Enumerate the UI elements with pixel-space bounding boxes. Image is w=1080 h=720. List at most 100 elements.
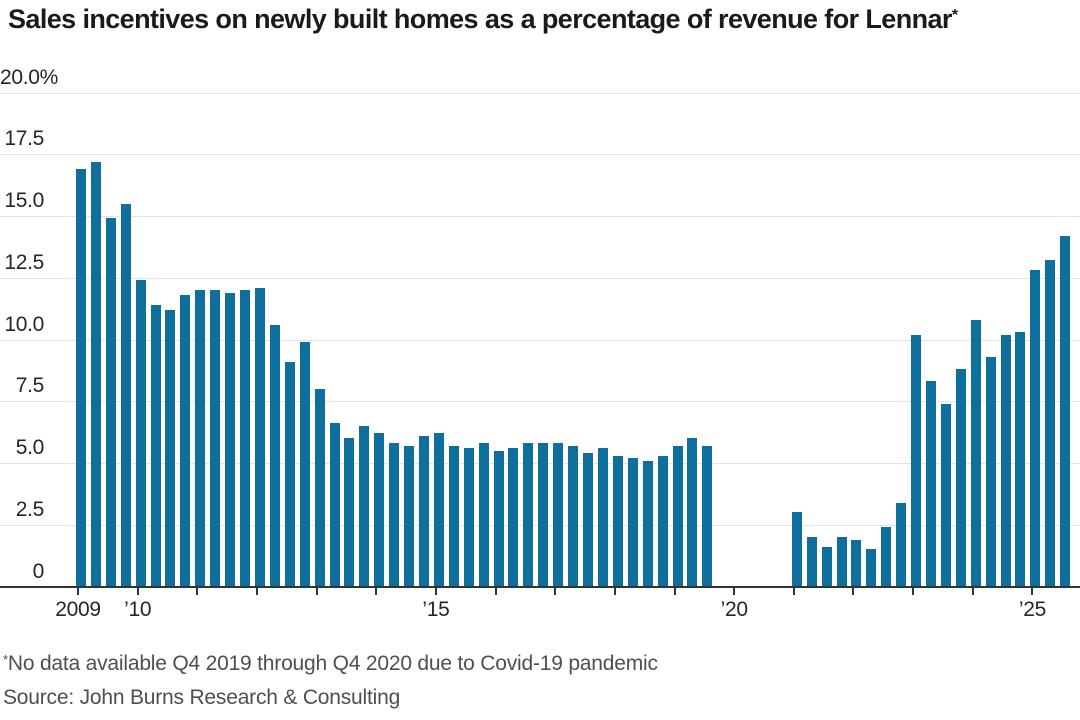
bar-2015-q4[interactable]: [478, 443, 489, 587]
bar-2010-q2[interactable]: [150, 304, 161, 587]
y-axis-label-7.5: 7.5: [15, 374, 45, 398]
x-axis-tick-2013: [315, 588, 318, 595]
bar-2014-q2[interactable]: [389, 443, 400, 587]
bar-2014-q3[interactable]: [404, 445, 415, 587]
bar-2021-q2[interactable]: [806, 537, 817, 587]
bar-2022-q2[interactable]: [866, 549, 877, 587]
bar-2010-q1[interactable]: [135, 280, 146, 587]
bar-2017-q4[interactable]: [597, 448, 608, 587]
bar-2019-q1[interactable]: [672, 445, 683, 587]
bar-2025-q2[interactable]: [1045, 260, 1056, 587]
bar-2018-q4[interactable]: [657, 455, 668, 587]
gridline-7.5: [0, 401, 1080, 403]
bar-2021-q4[interactable]: [836, 537, 847, 587]
bar-2011-q3[interactable]: [225, 292, 236, 587]
bar-2011-q1[interactable]: [195, 290, 206, 587]
bar-2011-q2[interactable]: [210, 290, 221, 587]
y-axis-label-5.0: 5.0: [15, 436, 45, 459]
bar-2024-q3[interactable]: [1000, 334, 1011, 587]
bar-2017-q2[interactable]: [568, 445, 579, 587]
x-axis-tick-2016: [494, 588, 497, 595]
chart-title: Sales incentives on newly built homes as…: [8, 4, 958, 35]
bar-2013-q2[interactable]: [329, 423, 340, 587]
bar-2012-q4[interactable]: [299, 341, 310, 587]
x-axis-tick-2017: [554, 588, 557, 595]
x-axis-tick-2025: [1031, 588, 1034, 595]
bar-2012-q1[interactable]: [254, 287, 265, 587]
x-axis-tick-2021: [792, 588, 795, 595]
bar-2022-q1[interactable]: [851, 539, 862, 587]
bar-2015-q2[interactable]: [448, 445, 459, 587]
bar-2024-q1[interactable]: [970, 319, 981, 587]
x-axis-label-2020: ’20: [720, 598, 748, 621]
bar-2016-q1[interactable]: [493, 450, 504, 587]
bar-2022-q3[interactable]: [881, 527, 892, 587]
bar-2024-q4[interactable]: [1015, 332, 1026, 587]
x-axis-tick-2015: [434, 588, 437, 595]
x-axis-label-2010: ’10: [124, 598, 152, 621]
chart-title-text: Sales incentives on newly built homes as…: [8, 4, 952, 34]
bar-2016-q3[interactable]: [523, 443, 534, 587]
x-axis-label-2009: 2009: [55, 598, 101, 621]
bar-2009-q1[interactable]: [76, 169, 86, 587]
bar-2013-q1[interactable]: [314, 388, 325, 587]
bar-2023-q4[interactable]: [955, 369, 966, 587]
footnote-asterisk-marker: *: [3, 652, 8, 667]
bar-2010-q4[interactable]: [180, 295, 191, 587]
bar-2019-q2[interactable]: [687, 438, 698, 587]
x-axis-tick-2011: [196, 588, 199, 595]
bar-2023-q2[interactable]: [926, 381, 936, 587]
bar-2016-q4[interactable]: [538, 443, 549, 587]
bar-2018-q2[interactable]: [627, 458, 638, 587]
x-axis-tick-2010: [136, 588, 139, 595]
y-axis-label-10.0: 10.0: [4, 312, 44, 336]
bar-2009-q2[interactable]: [90, 161, 101, 587]
bar-2023-q3[interactable]: [940, 403, 951, 587]
bar-2018-q1[interactable]: [612, 455, 623, 587]
bar-2017-q3[interactable]: [583, 453, 594, 587]
x-axis-tick-2020: [733, 588, 736, 595]
bar-2025-q3[interactable]: [1060, 235, 1071, 587]
x-axis-tick-2024: [971, 588, 974, 595]
x-axis-label-2015: ’15: [422, 598, 450, 621]
source-line: Source: John Burns Research & Consulting: [3, 686, 401, 709]
title-asterisk: *: [951, 7, 959, 24]
x-axis-label-2025: ’25: [1018, 598, 1046, 621]
gridline-10.0: [0, 339, 1080, 341]
y-axis-label-0: 0: [32, 559, 45, 583]
x-axis-tick-2018: [613, 588, 616, 595]
gridline-20.0%: [0, 92, 1080, 94]
gridline-17.5: [0, 154, 1080, 156]
footnote-text: No data available Q4 2019 through Q4 202…: [7, 652, 658, 675]
bar-2013-q3[interactable]: [344, 438, 355, 587]
bar-2023-q1[interactable]: [911, 334, 922, 587]
bar-2016-q2[interactable]: [508, 448, 519, 587]
bar-2015-q1[interactable]: [433, 433, 444, 587]
bar-2025-q1[interactable]: [1030, 270, 1041, 587]
bar-2015-q3[interactable]: [463, 448, 474, 587]
bar-2012-q2[interactable]: [269, 324, 280, 587]
gridline-12.5: [0, 277, 1080, 279]
x-axis-tick-2022: [852, 588, 855, 595]
bar-2014-q4[interactable]: [418, 435, 429, 587]
gridline-15.0: [0, 216, 1080, 217]
bar-2009-q3[interactable]: [105, 218, 116, 587]
bar-2019-q3[interactable]: [702, 445, 713, 587]
bar-2022-q4[interactable]: [896, 502, 907, 587]
bar-2017-q1[interactable]: [553, 443, 564, 587]
bar-2011-q4[interactable]: [240, 290, 251, 587]
bar-2013-q4[interactable]: [359, 425, 370, 587]
bar-2010-q3[interactable]: [165, 309, 176, 587]
bar-2009-q4[interactable]: [120, 203, 131, 587]
footnote: *No data available Q4 2019 through Q4 20…: [3, 652, 658, 676]
bar-2012-q3[interactable]: [284, 361, 295, 587]
x-axis-tick-2019: [673, 588, 676, 595]
x-axis-tick-2023: [912, 588, 915, 595]
bar-2018-q3[interactable]: [642, 460, 653, 587]
x-axis-line: [0, 586, 1080, 588]
bar-2024-q2[interactable]: [985, 356, 996, 587]
bar-2021-q3[interactable]: [821, 546, 832, 587]
bar-2021-q1[interactable]: [791, 512, 802, 587]
bar-2014-q1[interactable]: [374, 433, 385, 587]
